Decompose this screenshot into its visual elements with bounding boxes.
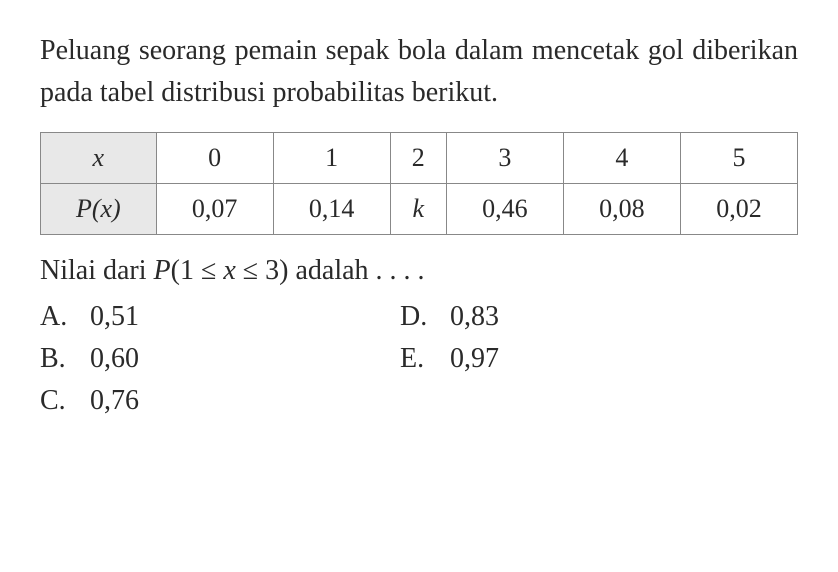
table-col-5: 5 (680, 133, 797, 184)
table-col-0: 0 (156, 133, 273, 184)
option-value: 0,60 (90, 343, 170, 375)
option-a: A. 0,51 (40, 301, 170, 333)
option-letter: A. (40, 301, 90, 333)
table-data-row: P(x) 0,07 0,14 k 0,46 0,08 0,02 (41, 184, 798, 235)
option-c: C. 0,76 (40, 385, 170, 417)
options-right-column: D. 0,83 E. 0,97 (400, 301, 530, 417)
option-value: 0,97 (450, 343, 530, 375)
table-col-2: 2 (390, 133, 446, 184)
option-letter: B. (40, 343, 90, 375)
table-header-row: x 0 1 2 3 4 5 (41, 133, 798, 184)
table-col-4: 4 (563, 133, 680, 184)
table-val-0: 0,07 (156, 184, 273, 235)
question-prompt: Nilai dari P(1 ≤ x ≤ 3) adalah . . . . (40, 255, 798, 287)
option-e: E. 0,97 (400, 343, 530, 375)
option-letter: D. (400, 301, 450, 333)
table-col-1: 1 (273, 133, 390, 184)
option-value: 0,83 (450, 301, 530, 333)
option-d: D. 0,83 (400, 301, 530, 333)
table-px-header: P(x) (41, 184, 157, 235)
question-text: Peluang seorang pemain sepak bola dalam … (40, 30, 798, 114)
option-letter: E. (400, 343, 450, 375)
table-val-4: 0,08 (563, 184, 680, 235)
table-val-5: 0,02 (680, 184, 797, 235)
option-b: B. 0,60 (40, 343, 170, 375)
options-container: A. 0,51 B. 0,60 C. 0,76 D. 0,83 E. 0,97 (40, 301, 798, 417)
table-val-1: 0,14 (273, 184, 390, 235)
options-left-column: A. 0,51 B. 0,60 C. 0,76 (40, 301, 170, 417)
table-val-2: k (390, 184, 446, 235)
table-val-3: 0,46 (446, 184, 563, 235)
option-letter: C. (40, 385, 90, 417)
option-value: 0,51 (90, 301, 170, 333)
table-col-3: 3 (446, 133, 563, 184)
probability-table: x 0 1 2 3 4 5 P(x) 0,07 0,14 k 0,46 0,08… (40, 132, 798, 235)
option-value: 0,76 (90, 385, 170, 417)
table-x-header: x (41, 133, 157, 184)
